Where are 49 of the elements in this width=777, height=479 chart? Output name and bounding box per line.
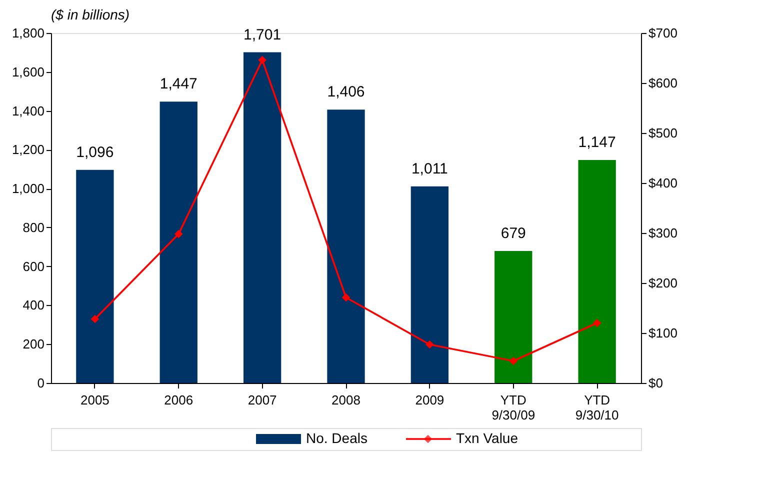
y-tick-label: 800 (22, 220, 44, 235)
x-tick-label: 2005 (80, 392, 110, 408)
x-tick-label: YTD 9/30/09 (492, 392, 536, 422)
y-tick-label: 1,200 (12, 142, 44, 158)
data-label: 1,406 (327, 84, 365, 101)
point (174, 230, 183, 238)
bar (76, 170, 114, 383)
point (258, 56, 266, 64)
y-tick-label: 200 (22, 336, 44, 352)
x-tick-label: 2006 (164, 392, 194, 408)
y-tick-label: 400 (22, 298, 44, 313)
x-tick-label: 2007 (248, 392, 277, 408)
y2-tick-label: $300 (648, 226, 678, 240)
y2-tick-label: $200 (648, 276, 678, 290)
data-label: 1,096 (76, 144, 114, 161)
y2-tick-label: $0 (648, 376, 663, 390)
y2-tick-label: $400 (648, 176, 678, 190)
bar (578, 160, 616, 383)
y-tick-label: 1,800 (12, 26, 44, 40)
point (90, 314, 100, 324)
data-label: 1,147 (578, 134, 616, 151)
bar (160, 102, 198, 383)
data-label: 1,011 (411, 160, 448, 178)
y-tick-label: 1,000 (12, 181, 44, 196)
legend-label: Txn Value (456, 430, 518, 446)
bar (327, 110, 365, 383)
y-tick-label: 600 (22, 258, 44, 274)
y-tick-label: 0 (37, 376, 44, 390)
point (342, 293, 350, 302)
x-tick-label: 2009 (415, 392, 444, 408)
x-tick-label: 2008 (332, 392, 360, 408)
bar (410, 186, 449, 383)
legend-label: No. Deals (306, 430, 368, 446)
y-tick-label: 1,600 (12, 64, 44, 80)
y2-tick-label: $100 (648, 326, 678, 340)
data-label: 679 (500, 224, 526, 242)
bar (243, 52, 282, 383)
data-label: 1,701 (244, 26, 282, 44)
point (509, 356, 518, 366)
x-tick-label: YTD 9/30/10 (575, 392, 619, 422)
point (592, 318, 602, 328)
data-label: 1,447 (160, 76, 198, 93)
chart-title: ($ in billions) (51, 6, 130, 22)
bar (494, 250, 532, 383)
y2-tick-label: $700 (648, 26, 678, 40)
y2-tick-label: $500 (648, 126, 678, 140)
y-tick-label: 1,400 (12, 103, 44, 118)
y2-tick-label: $600 (648, 76, 678, 90)
point (426, 340, 434, 349)
